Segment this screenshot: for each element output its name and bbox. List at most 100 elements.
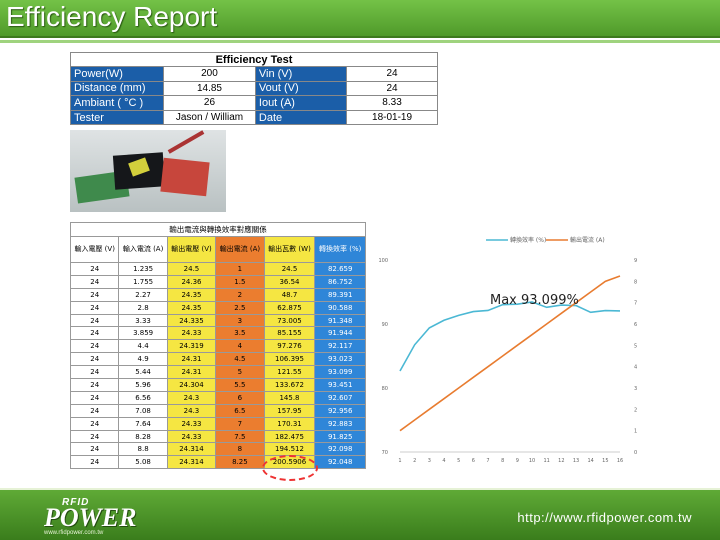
data-table-cell: 1.235 bbox=[118, 262, 168, 276]
data-table-cell: 4.5 bbox=[215, 352, 265, 367]
data-table-cell: 93.451 bbox=[314, 378, 366, 392]
logo-website-text: www.rfidpower.com.tw bbox=[44, 530, 104, 536]
data-table-cell: 24 bbox=[69, 274, 120, 289]
x-tick-label: 15 bbox=[602, 458, 608, 464]
table-row: 24 8.28 24.33 7.5 182.475 91.825 bbox=[69, 429, 366, 444]
table-row: 24 5.08 24.314 8.25 200.5906 92.048 bbox=[69, 455, 366, 470]
data-table-cell: 24 bbox=[69, 403, 120, 418]
data-table-header-cell: 輸入電流 (A) bbox=[118, 236, 168, 263]
rfid-power-logo: POWER bbox=[44, 503, 137, 532]
x-tick-label: 7 bbox=[486, 458, 489, 464]
data-table-cell: 93.023 bbox=[314, 352, 366, 367]
efficiency-test-row: Ambiant ( °C ) 26 Iout (A) 8.33 bbox=[69, 95, 438, 111]
footer-topline bbox=[0, 488, 720, 490]
data-table-cell: 2.8 bbox=[118, 300, 168, 315]
data-table-cell: 194.512 bbox=[263, 442, 316, 457]
data-table-cell: 24.33 bbox=[166, 429, 217, 444]
y-right-tick-label: 3 bbox=[634, 386, 637, 392]
table-row: 24 4.9 24.31 4.5 106.395 93.023 bbox=[69, 352, 366, 367]
data-table-cell: 24 bbox=[69, 262, 120, 276]
test-value-cell: 24 bbox=[346, 66, 438, 82]
test-label-cell: Tester bbox=[69, 109, 165, 126]
title-bar bbox=[0, 0, 720, 38]
data-table-cell: 24.319 bbox=[166, 339, 217, 354]
data-table-cell: 24.5 bbox=[166, 262, 217, 276]
data-table-cell: 2.27 bbox=[118, 287, 168, 302]
y-right-tick-label: 6 bbox=[634, 322, 637, 328]
current-efficiency-table: 輸出電流與轉換效率對應關係 輸入電壓 (V) 輸入電流 (A) 輸出電壓 (V) 輸出… bbox=[69, 222, 366, 470]
data-table-caption: 輸出電流與轉換效率對應關係 bbox=[70, 222, 366, 236]
x-tick-label: 2 bbox=[413, 458, 416, 464]
data-table-cell: 5.96 bbox=[118, 378, 168, 392]
data-table-cell: 145.8 bbox=[263, 390, 316, 405]
data-table-cell: 2 bbox=[215, 287, 265, 302]
data-table-cell: 4.9 bbox=[118, 352, 168, 367]
table-row: 24 2.8 24.35 2.5 62.875 90.588 bbox=[69, 300, 366, 315]
data-table-cell: 24 bbox=[69, 442, 120, 457]
test-value-cell: 200 bbox=[163, 66, 256, 82]
data-table-cell: 24.3 bbox=[166, 403, 217, 418]
data-table-cell: 106.395 bbox=[263, 352, 316, 367]
data-table-cell: 1.5 bbox=[215, 274, 265, 289]
x-tick-label: 13 bbox=[573, 458, 579, 464]
test-value-cell: 14.85 bbox=[163, 80, 256, 97]
data-table-cell: 2.5 bbox=[215, 300, 265, 315]
data-table-cell: 8 bbox=[215, 442, 265, 457]
data-table-cell: 24.35 bbox=[166, 300, 217, 315]
table-row: 24 1.235 24.5 1 24.5 82.659 bbox=[69, 262, 366, 276]
test-label-cell: Iout (A) bbox=[254, 95, 348, 111]
max-output-highlight-circle bbox=[262, 455, 318, 481]
data-table-cell: 24.3 bbox=[166, 390, 217, 405]
y-left-tick-label: 100 bbox=[378, 258, 388, 264]
data-table-cell: 85.155 bbox=[263, 326, 316, 341]
data-table-cell: 24 bbox=[69, 416, 120, 431]
data-table-cell: 92.048 bbox=[314, 455, 366, 470]
data-table-cell: 5.08 bbox=[118, 455, 168, 470]
data-table-cell: 24 bbox=[69, 352, 120, 367]
test-label-cell: Distance (mm) bbox=[69, 80, 165, 97]
legend-label: 轉換效率 (%) bbox=[510, 236, 546, 244]
data-table-cell: 92.117 bbox=[314, 339, 366, 354]
data-table-cell: 1 bbox=[215, 262, 265, 276]
data-table-header-cell: 輸出電流 (A) bbox=[215, 236, 265, 263]
data-table-cell: 90.588 bbox=[314, 300, 366, 315]
data-table-cell: 24.33 bbox=[166, 326, 217, 341]
table-row: 24 5.96 24.304 5.5 133.672 93.451 bbox=[69, 378, 366, 392]
efficiency-test-row: Power(W) 200 Vin (V) 24 bbox=[69, 66, 438, 82]
y-left-tick-label: 80 bbox=[382, 386, 388, 392]
y-left-tick-label: 70 bbox=[382, 450, 388, 456]
data-table-header-cell: 轉換效率 (%) bbox=[314, 236, 366, 263]
data-table-cell: 1.755 bbox=[118, 274, 168, 289]
data-table-cell: 8.25 bbox=[215, 455, 265, 470]
data-table-cell: 24 bbox=[69, 365, 120, 380]
test-label-cell: Ambiant ( °C ) bbox=[69, 95, 165, 111]
data-table-cell: 4 bbox=[215, 339, 265, 354]
data-table-cell: 92.607 bbox=[314, 390, 366, 405]
data-table-cell: 3.5 bbox=[215, 326, 265, 341]
x-tick-label: 14 bbox=[587, 458, 593, 464]
footer-bar bbox=[0, 490, 720, 540]
y-left-tick-label: 90 bbox=[382, 322, 388, 328]
table-row: 24 2.27 24.35 2 48.7 89.391 bbox=[69, 287, 366, 302]
logo-rfid-text: RFID bbox=[62, 497, 90, 508]
table-row: 24 7.64 24.33 7 170.31 92.883 bbox=[69, 416, 366, 431]
x-tick-label: 12 bbox=[558, 458, 564, 464]
data-table-cell: 73.005 bbox=[263, 313, 316, 328]
data-table-cell: 6.5 bbox=[215, 403, 265, 418]
test-value-cell: Jason / William bbox=[163, 109, 256, 126]
test-value-cell: 24 bbox=[346, 80, 438, 97]
data-table-cell: 170.31 bbox=[263, 416, 316, 431]
data-table-cell: 3.859 bbox=[118, 326, 168, 341]
table-row: 24 1.755 24.36 1.5 36.54 86.752 bbox=[69, 274, 366, 289]
x-tick-label: 9 bbox=[516, 458, 519, 464]
data-table-header-cell: 輸出電壓 (V) bbox=[166, 236, 217, 263]
data-table-cell: 24 bbox=[69, 378, 120, 392]
data-table-cell: 4.4 bbox=[118, 339, 168, 354]
data-table-cell: 62.875 bbox=[263, 300, 316, 315]
test-setup-photo bbox=[70, 130, 226, 212]
test-label-cell: Power(W) bbox=[69, 66, 165, 82]
data-table-header-cell: 輸出瓦數 (W) bbox=[263, 236, 316, 263]
x-tick-label: 6 bbox=[472, 458, 475, 464]
y-right-tick-label: 0 bbox=[634, 450, 637, 456]
data-table-cell: 6.56 bbox=[118, 390, 168, 405]
